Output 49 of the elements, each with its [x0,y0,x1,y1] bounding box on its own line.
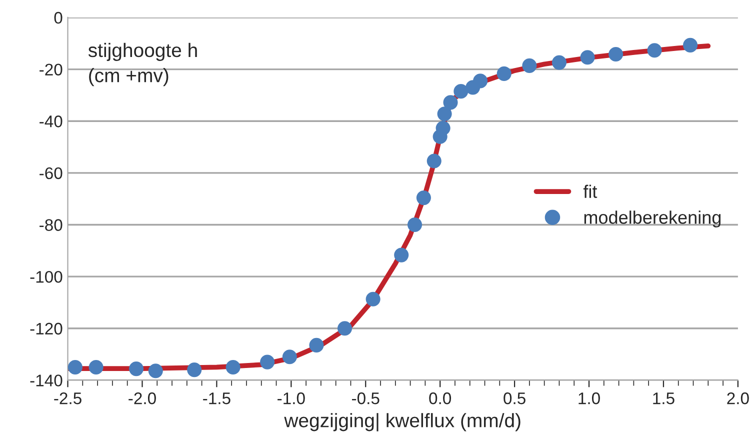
x-tick-label: 1.0 [578,392,600,404]
point [473,74,488,88]
point [552,55,567,70]
x-tick-label: 1.5 [653,392,674,404]
point [496,66,512,81]
y-tick-label: -120 [30,322,62,335]
point [128,362,144,376]
x-tick-label: -2.5 [54,392,82,404]
y-tick-label: -60 [40,167,62,180]
x-tick-label: -0.5 [352,392,380,404]
point [443,95,458,110]
x-axis-title: wegzijging| kwelflux (mm/d) [284,413,520,432]
x-tick-label: 0.0 [429,392,452,404]
point [647,43,662,58]
legend-label: modelberekening [584,210,721,228]
point [88,360,104,375]
point [366,292,380,306]
y-tick-label: 0 [54,12,62,24]
point [437,106,452,122]
y-tick-label: -20 [40,64,62,76]
y-tick-label: -40 [40,116,62,128]
x-tick-label: -1.0 [278,392,305,404]
point [608,46,624,62]
y-tick-label: -100 [30,270,62,283]
legend-label: fit [583,184,598,198]
point [282,350,297,364]
point [522,58,537,73]
y-tick-label: -140 [30,374,62,386]
point [407,217,422,232]
point [454,84,468,99]
x-tick-label: -1.5 [203,392,230,404]
x-tick-label: 0.5 [504,392,526,404]
point [309,338,324,352]
point [683,38,698,52]
point [187,362,202,378]
point [580,50,595,65]
point [68,360,82,375]
point [436,120,450,136]
point [148,364,163,378]
point [226,360,240,375]
x-tick-label: 2.0 [727,392,749,404]
y-tick-label: -80 [40,219,62,231]
point [337,321,352,336]
x-tick-label: -2.0 [128,392,156,404]
point [394,248,409,262]
y-axis-title: stijghoogte h (cm +mv) [88,42,197,86]
point [426,154,442,168]
point [260,354,275,370]
point [416,190,431,206]
